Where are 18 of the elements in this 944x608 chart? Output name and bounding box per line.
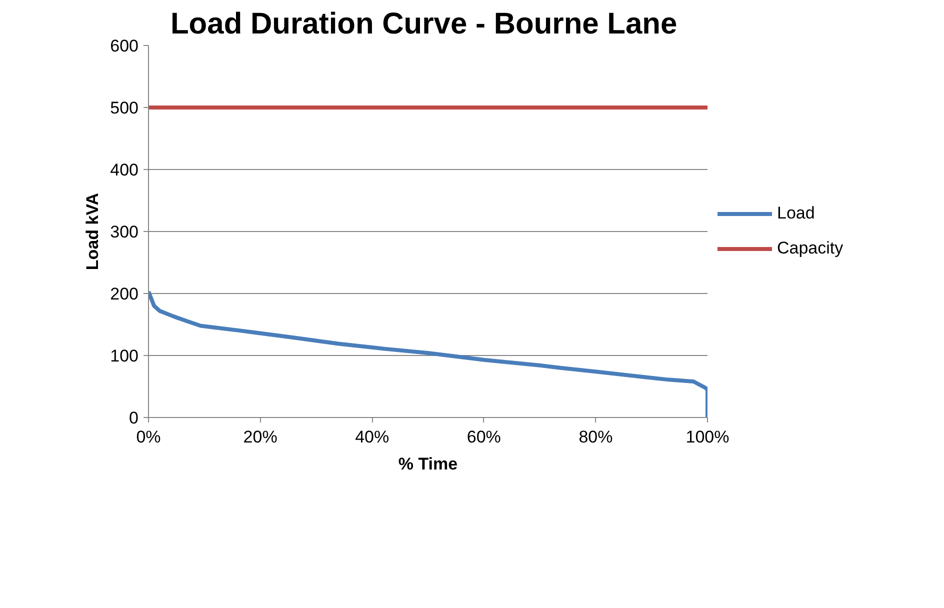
x-tick-label: 100% <box>686 428 730 446</box>
y-tick-label: 200 <box>110 284 139 304</box>
x-axis-title: % Time <box>398 454 458 474</box>
x-tick-label: 40% <box>355 428 390 446</box>
x-tick-label: 20% <box>243 428 278 446</box>
x-tick-label: 60% <box>466 428 501 446</box>
x-tick-label: 80% <box>578 428 613 446</box>
y-tick-label: 500 <box>110 98 139 118</box>
y-tick-label: 100 <box>110 346 139 366</box>
chart-title: Load Duration Curve - Bourne Lane <box>170 8 678 40</box>
legend-label: Capacity <box>777 238 844 258</box>
legend-label: Load <box>777 204 815 224</box>
y-tick-label: 600 <box>110 36 139 56</box>
y-tick-label: 300 <box>110 222 139 242</box>
y-tick-label: 0 <box>129 408 139 428</box>
x-tick-label: 0% <box>136 428 161 446</box>
y-axis-title: Load kVA <box>83 192 102 270</box>
y-tick-label: 400 <box>110 160 139 180</box>
